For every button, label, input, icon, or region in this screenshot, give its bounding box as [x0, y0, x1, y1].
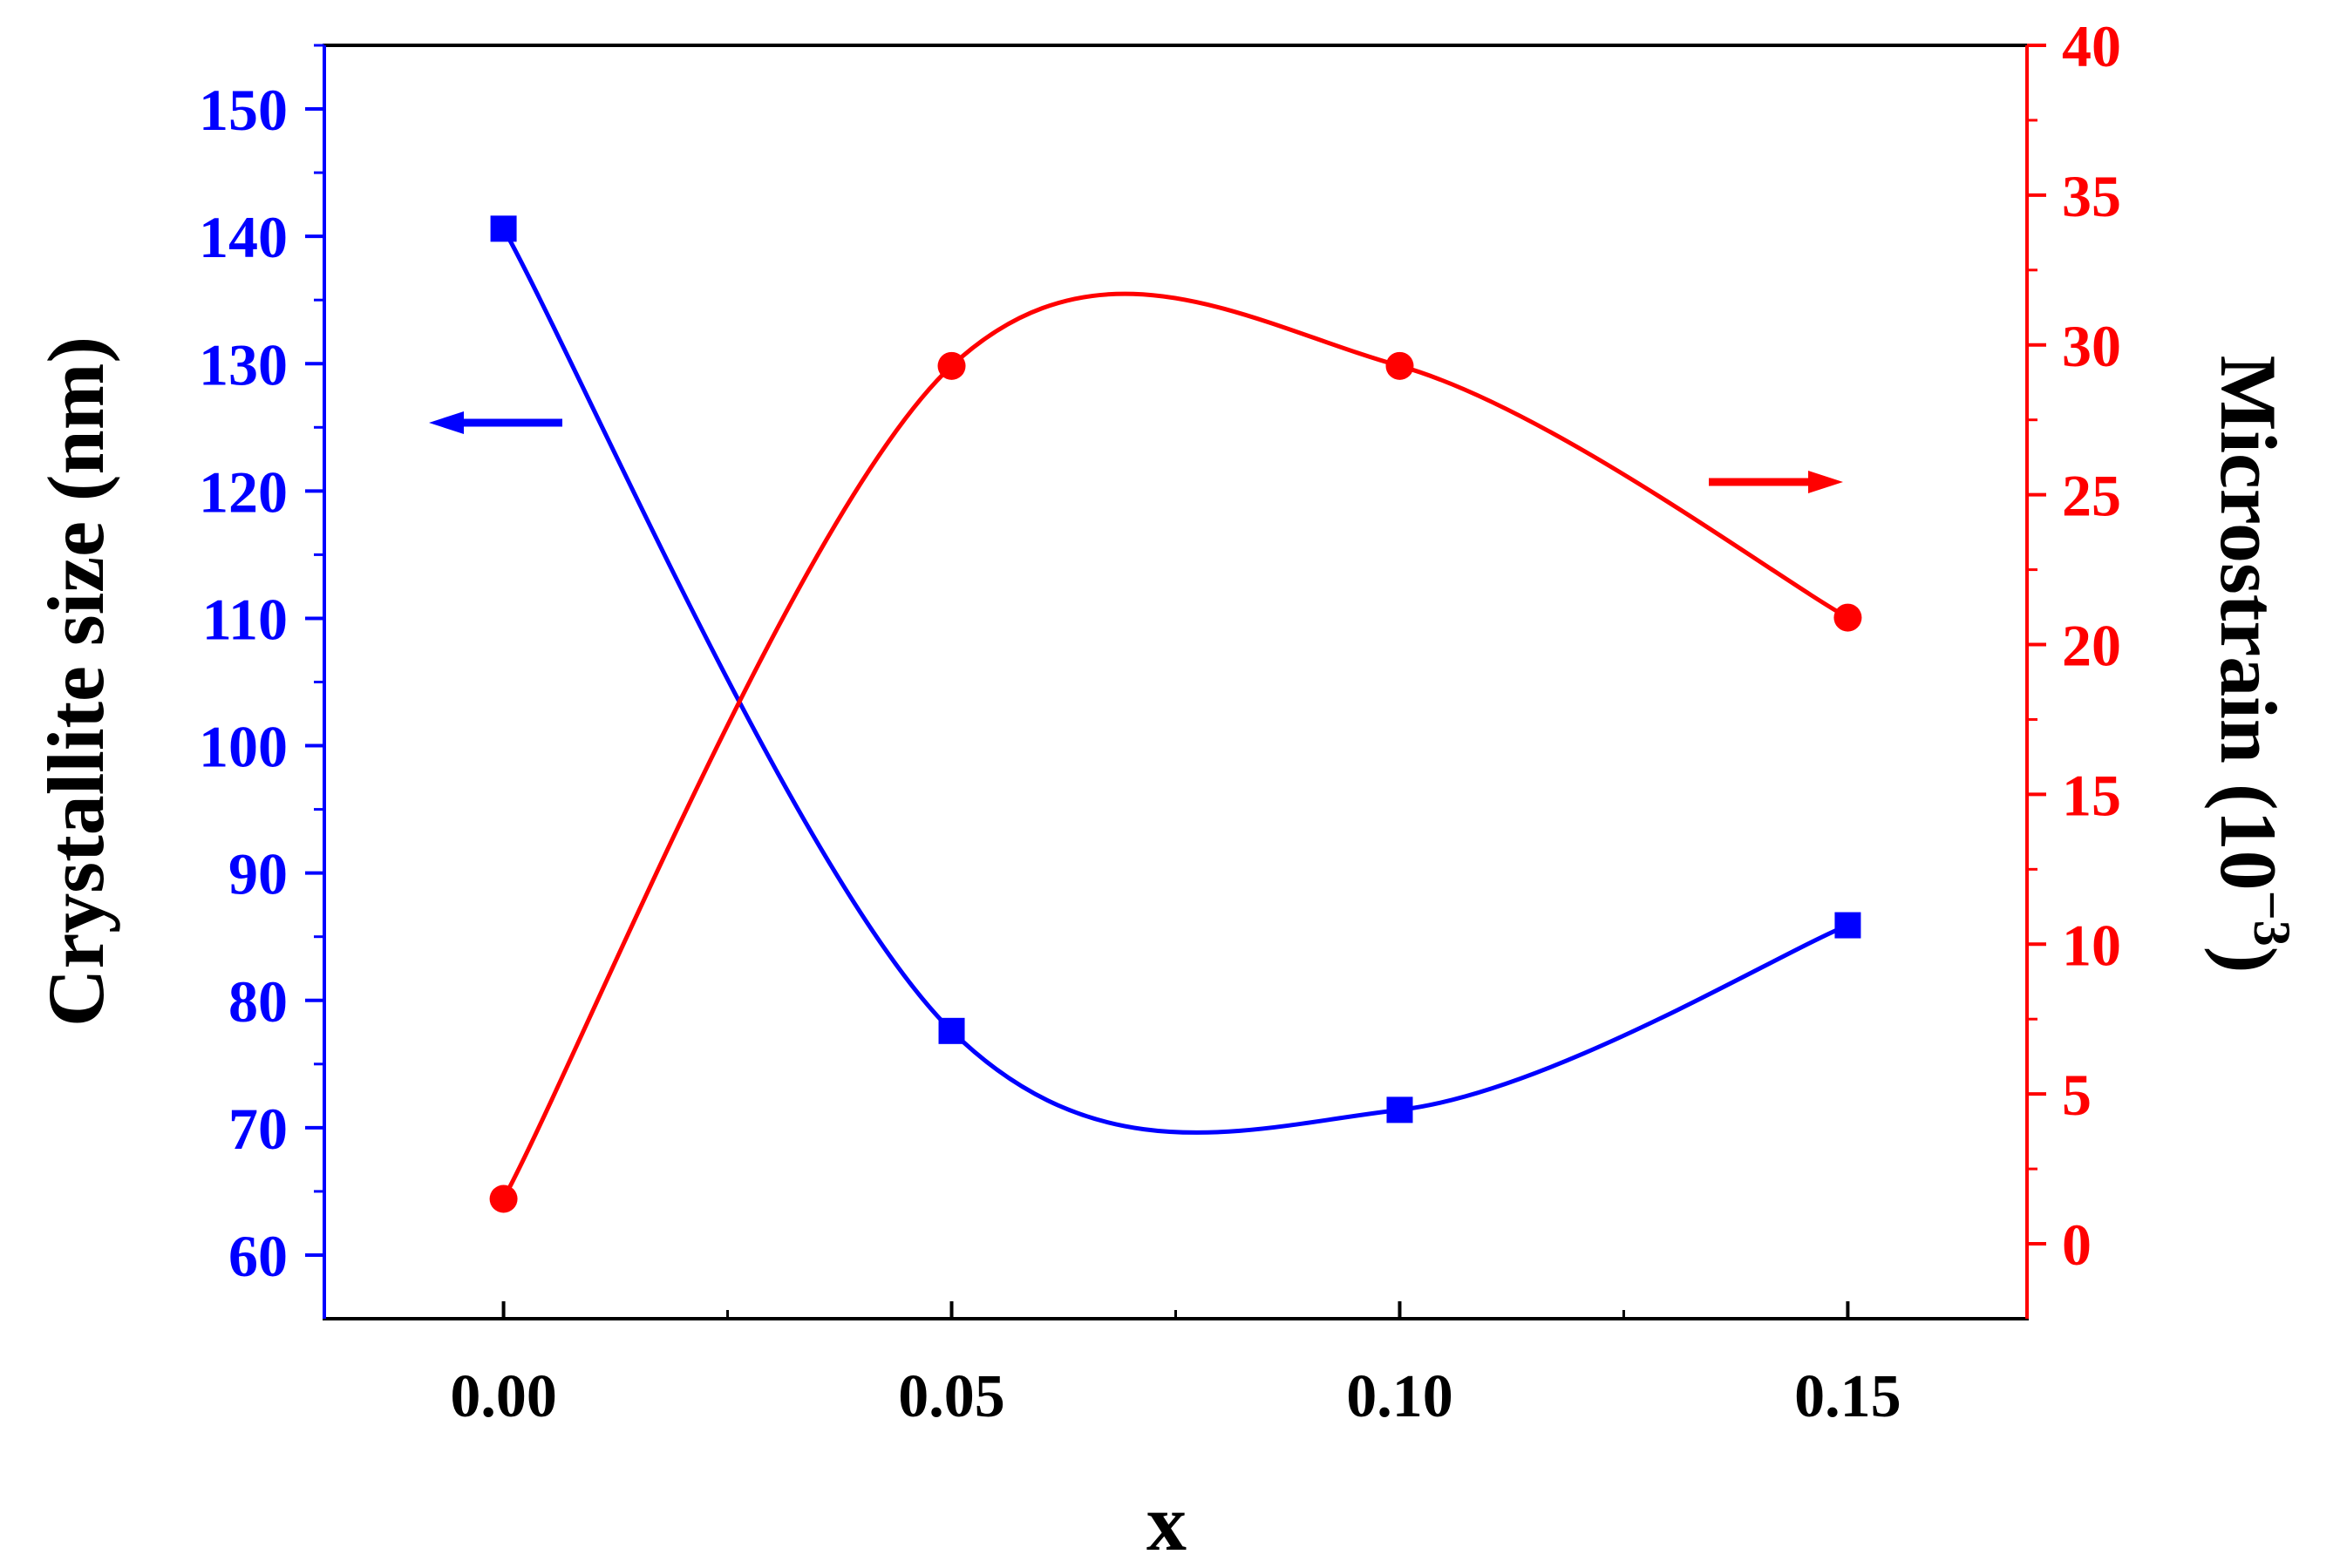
left-tick-label: 90 [228, 841, 288, 907]
data-point-square [490, 215, 517, 242]
right-axis-title: Microstrain (10−3) [2204, 356, 2301, 974]
x-tick-label: 0.10 [1346, 1363, 1453, 1430]
right-tick-label: 10 [2062, 912, 2121, 978]
data-point-circle [1385, 351, 1414, 380]
plot-frame [323, 44, 2029, 1320]
left-tick-label: 140 [199, 204, 288, 270]
right-tick-label: 30 [2062, 313, 2121, 379]
right-tick-label: 15 [2062, 762, 2121, 828]
right-tick-label: 0 [2062, 1212, 2092, 1278]
right-tick-label: 5 [2062, 1062, 2092, 1128]
series-markers [489, 215, 1862, 1213]
left-tick-label: 130 [199, 331, 288, 397]
data-point-circle [489, 1184, 518, 1213]
left-arrow-annotation [429, 411, 562, 434]
x-tick-label: 0.15 [1794, 1363, 1901, 1430]
series-line-crystallite-size [501, 227, 1849, 1135]
left-axis-title: Crystallite size (nm) [31, 336, 120, 1027]
right-axis-title-exponent: −3 [2243, 891, 2301, 947]
right-tick-label: 25 [2062, 463, 2121, 529]
left-axis-ticks: 60 70 80 90 100 110 120 130 140 150 [199, 44, 324, 1289]
x-tick-label: 0.05 [898, 1363, 1005, 1430]
data-point-circle [1833, 603, 1862, 632]
x-axis-ticks: 0.00 0.05 0.10 0.15 [450, 1301, 1901, 1430]
right-tick-label: 40 [2062, 13, 2121, 79]
data-point-circle [937, 351, 966, 380]
data-point-square [1834, 912, 1861, 939]
left-tick-label: 80 [228, 968, 288, 1035]
left-tick-label: 70 [228, 1096, 288, 1162]
right-arrow-annotation [1709, 471, 1843, 493]
series-curves [501, 227, 1849, 1200]
x-axis-title: x [1146, 1478, 1187, 1564]
right-tick-label: 35 [2062, 163, 2121, 229]
right-axis-title-end: ) [2204, 947, 2293, 974]
left-tick-label: 150 [199, 77, 288, 143]
right-axis-ticks: 0 5 10 15 20 25 30 35 40 [2027, 13, 2121, 1278]
left-tick-label: 110 [202, 586, 288, 652]
x-tick-label: 0.00 [450, 1363, 557, 1430]
series-line-microstrain [501, 291, 1849, 1200]
left-tick-label: 100 [199, 714, 288, 780]
data-point-square [938, 1017, 965, 1044]
data-point-square [1386, 1096, 1413, 1123]
right-axis-title-main: Microstrain (10 [2204, 356, 2293, 891]
left-tick-label: 60 [228, 1223, 288, 1289]
svg-text:Microstrain (10−3): Microstrain (10−3) [2204, 356, 2301, 974]
left-tick-label: 120 [199, 458, 288, 525]
right-tick-label: 20 [2062, 613, 2121, 679]
